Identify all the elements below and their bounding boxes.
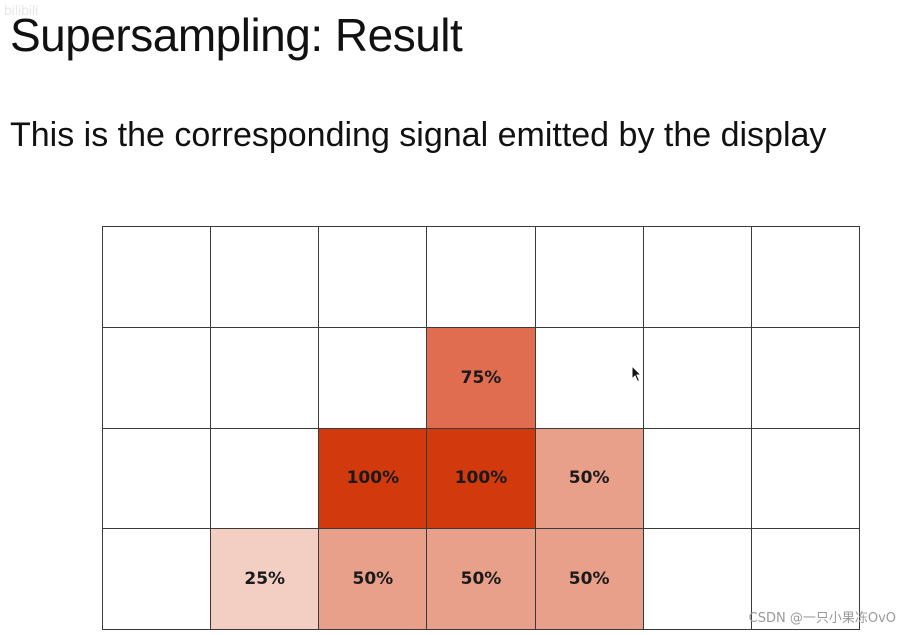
- pixel-cell: [751, 227, 860, 328]
- pixel-cell: [751, 327, 860, 429]
- pixel-cell: 50%: [319, 529, 428, 630]
- pixel-cell: 50%: [535, 529, 644, 630]
- pixel-cell: 100%: [319, 428, 428, 530]
- corner-watermark-logo: bilibili: [4, 2, 39, 18]
- pixel-cell: [751, 529, 860, 630]
- pixel-grid: 75% 100% 100% 50% 25% 50% 50% 50%: [102, 226, 860, 630]
- mouse-cursor-icon: [631, 364, 643, 383]
- pixel-cell: [211, 428, 320, 530]
- pixel-cell: [103, 529, 212, 630]
- pixel-cell: [319, 327, 428, 429]
- pixel-cell: 75%: [427, 327, 536, 429]
- pixel-cell: [211, 327, 320, 429]
- pixel-cell: [643, 327, 752, 429]
- pixel-cell: [535, 227, 644, 328]
- pixel-cell: [103, 227, 212, 328]
- pixel-cell: [103, 428, 212, 530]
- slide-subtitle: This is the corresponding signal emitted…: [10, 116, 827, 154]
- slide-title: Supersampling: Result: [10, 9, 463, 61]
- pixel-cell: 50%: [535, 428, 644, 530]
- pixel-cell: [427, 227, 536, 328]
- pixel-cell: [211, 227, 320, 328]
- pixel-cell: 25%: [211, 529, 320, 630]
- pixel-cell: [643, 529, 752, 630]
- pixel-cell: 100%: [427, 428, 536, 530]
- csdn-watermark: CSDN @一只小果冻OvO: [748, 611, 896, 626]
- pixel-cell: [643, 227, 752, 328]
- pixel-cell: [643, 428, 752, 530]
- pixel-cell: [751, 428, 860, 530]
- pixel-cell: [103, 327, 212, 429]
- pixel-cell: 50%: [427, 529, 536, 630]
- pixel-cell: [535, 327, 644, 429]
- pixel-cell: [319, 227, 428, 328]
